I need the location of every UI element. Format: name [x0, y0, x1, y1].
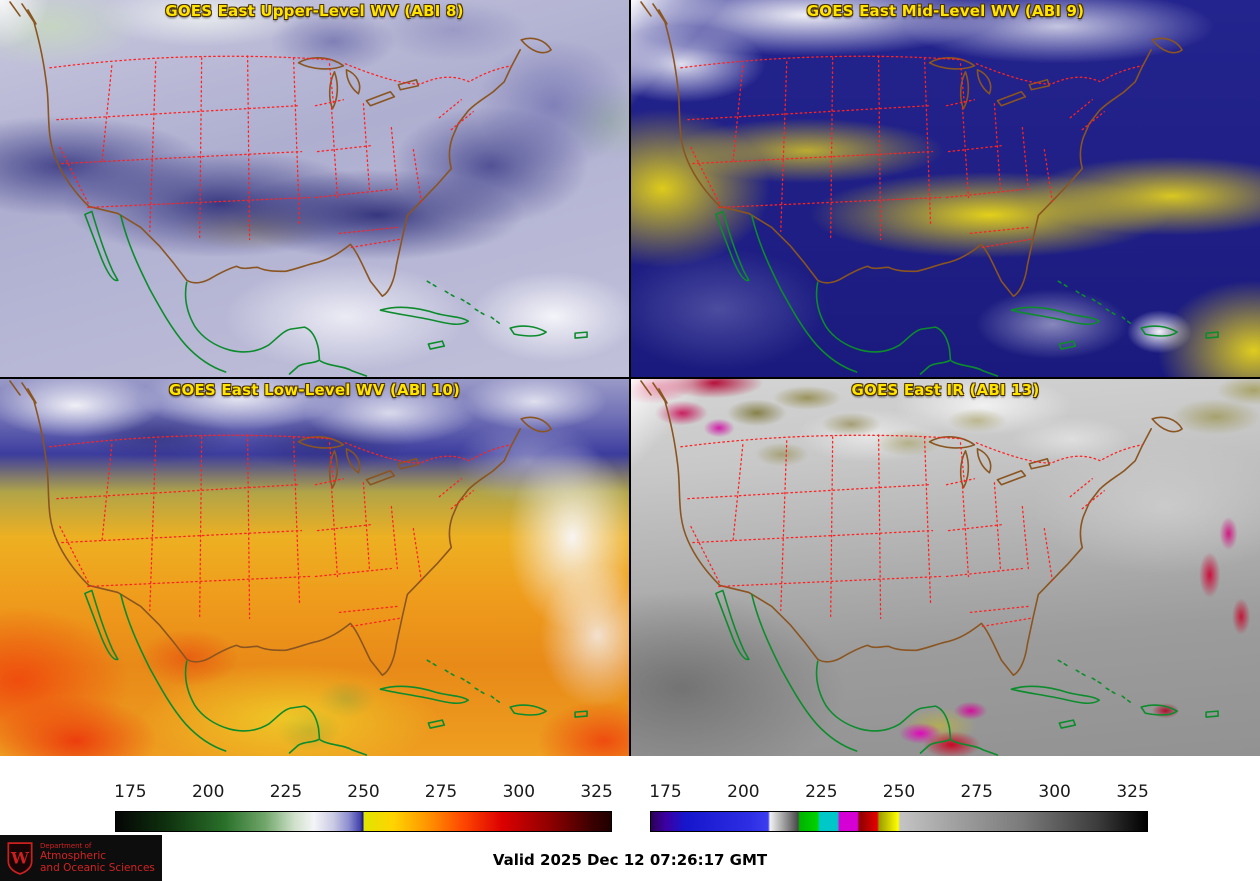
map-overlay [0, 0, 629, 377]
logo-line-1: Department of [40, 841, 92, 850]
tick-label: 300 [1038, 782, 1071, 802]
panel-title-abi8: GOES East Upper-Level WV (ABI 8) [165, 2, 464, 20]
svg-text:W: W [10, 848, 30, 867]
logo-line-2: Atmospheric [40, 849, 107, 862]
tick-label: 200 [191, 782, 225, 802]
valid-time: Valid 2025 Dec 12 07:26:17 GMT [492, 851, 768, 869]
aos-logo: W Department of Atmospheric and Oceanic … [0, 835, 162, 881]
ir-colorbar [650, 811, 1148, 832]
uw-crest-icon: W [7, 842, 33, 875]
panel-ir: GOES East IR (ABI 13) [631, 379, 1260, 756]
logo-text: Department of Atmospheric and Oceanic Sc… [40, 842, 155, 874]
tick-label: 225 [805, 782, 838, 802]
tick-label: 250 [882, 782, 916, 802]
tick-label: 275 [424, 782, 458, 802]
tick-label: 200 [727, 782, 760, 802]
tick-label: 250 [347, 782, 380, 802]
tick-label: 175 [649, 782, 682, 802]
panel-low-level-wv: GOES East Low-Level WV (ABI 10) [0, 379, 629, 756]
panel-title-abi13: GOES East IR (ABI 13) [851, 381, 1040, 399]
panel-mid-level-wv: GOES East Mid-Level WV (ABI 9) [631, 0, 1260, 377]
tick-label: 225 [269, 782, 303, 802]
tick-label: 275 [960, 782, 993, 802]
ir-colorbar-ticks: 175 200 225 250 275 300 325 [649, 782, 1149, 804]
tick-label: 300 [502, 782, 536, 802]
tick-label: 175 [114, 782, 147, 802]
tick-label: 325 [580, 782, 613, 802]
map-overlay [631, 379, 1260, 756]
panel-upper-level-wv: GOES East Upper-Level WV (ABI 8) [0, 0, 629, 377]
tick-label: 325 [1116, 782, 1149, 802]
map-overlay [631, 0, 1260, 377]
panel-title-abi9: GOES East Mid-Level WV (ABI 9) [806, 2, 1085, 20]
wv-colorbar [115, 811, 612, 832]
panel-title-abi10: GOES East Low-Level WV (ABI 10) [168, 381, 461, 399]
footer: 175 200 225 250 275 300 325 175 200 225 … [0, 756, 1260, 881]
logo-line-3: and Oceanic Sciences [40, 862, 155, 875]
wv-colorbar-ticks: 175 200 225 250 275 300 325 [114, 782, 613, 804]
map-overlay [0, 379, 629, 756]
satellite-panel-grid: GOES East Upper-Level WV (ABI 8) GOES Ea… [0, 0, 1260, 756]
